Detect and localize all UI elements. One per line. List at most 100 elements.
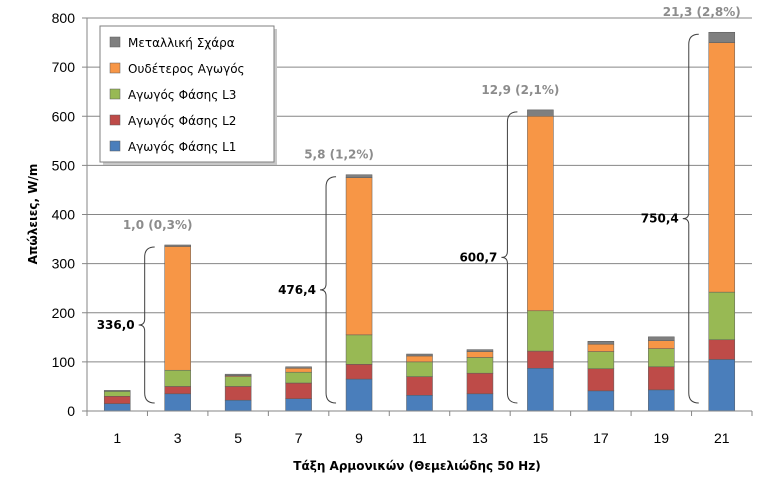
legend-swatch xyxy=(109,88,121,100)
bar-segment xyxy=(648,348,675,368)
bar-segment xyxy=(527,116,554,312)
bar-segment xyxy=(466,357,494,374)
total-loss-label: 336,0 xyxy=(97,318,135,332)
bar-segment xyxy=(466,351,494,358)
legend-swatch xyxy=(109,114,121,126)
x-tick-label: 21 xyxy=(714,430,730,446)
x-tick-label: 5 xyxy=(234,430,242,446)
bar-segment xyxy=(345,174,373,178)
bar-segment xyxy=(406,376,433,396)
bar-segment xyxy=(587,368,615,392)
y-tick-label: 600 xyxy=(52,108,76,124)
bar-segment xyxy=(406,355,433,363)
brace xyxy=(138,246,155,404)
legend-box xyxy=(99,25,275,163)
bar-segment xyxy=(708,291,736,341)
legend-entry-label: Ουδέτερος Αγωγός xyxy=(128,62,245,76)
bar-segment xyxy=(103,403,131,412)
total-loss-label: 750,4 xyxy=(641,212,679,226)
y-tick-label: 200 xyxy=(52,305,76,321)
total-loss-label: 476,4 xyxy=(278,283,316,297)
y-tick-label: 400 xyxy=(52,207,76,223)
bar-segment xyxy=(164,246,191,371)
bar-segment xyxy=(345,378,373,412)
bar-segment xyxy=(224,376,252,387)
x-tick-label: 19 xyxy=(654,430,670,446)
legend-swatch xyxy=(109,140,121,152)
legend-swatch xyxy=(109,62,121,74)
bar-segment xyxy=(527,109,554,117)
bar-segment xyxy=(648,389,675,412)
bar-segment xyxy=(345,364,373,380)
legend-entry-label: Αγωγός Φάσης L2 xyxy=(128,114,236,128)
bar-segment xyxy=(648,340,675,349)
bar-segment xyxy=(708,42,736,293)
loss-share-label: 1,0 (0,3%) xyxy=(123,218,193,232)
bar-segment xyxy=(285,371,312,384)
bar-segment xyxy=(103,396,131,404)
bar-segment xyxy=(648,366,675,391)
y-axis-title: Απώλειες, W/m xyxy=(26,164,40,265)
x-tick-label: 1 xyxy=(113,430,121,446)
bar-segment xyxy=(224,399,252,412)
x-axis-title: Τάξη Αρμονικών (Θεμελιώδης 50 Hz) xyxy=(293,459,540,473)
y-tick-label: 100 xyxy=(52,354,76,370)
x-tick-label: 11 xyxy=(412,430,427,446)
bar-segment xyxy=(285,382,312,399)
bar-segment xyxy=(466,349,494,352)
bar-segment xyxy=(345,334,373,365)
loss-share-label: 5,8 (1,2%) xyxy=(304,148,374,162)
y-tick-label: 300 xyxy=(52,256,76,272)
bar-segment xyxy=(708,359,736,412)
y-tick-label: 800 xyxy=(52,10,76,26)
legend-entry-label: Μεταλλική Σχάρα xyxy=(128,36,235,50)
loss-share-label: 12,9 (2,1%) xyxy=(481,83,559,97)
bar-segment xyxy=(587,390,615,412)
bar-segment xyxy=(466,372,494,395)
bar-segment xyxy=(285,368,312,373)
bar-segment xyxy=(587,343,615,352)
bar-segment xyxy=(164,244,191,247)
y-tick-label: 500 xyxy=(52,157,76,173)
bar-segment xyxy=(103,391,131,397)
bar-segment xyxy=(527,310,554,352)
bar-segment xyxy=(164,386,191,395)
x-tick-label: 15 xyxy=(533,430,549,446)
x-tick-label: 17 xyxy=(593,430,609,446)
x-tick-label: 13 xyxy=(472,430,488,446)
bar-segment xyxy=(345,177,373,336)
x-tick-label: 7 xyxy=(295,430,303,446)
bar-segment xyxy=(224,373,252,376)
legend: Μεταλλική Σχάρα Ουδέτερος Αγωγός Αγωγός Φά… xyxy=(99,25,277,165)
bar-segment xyxy=(285,366,312,369)
total-loss-label: 600,7 xyxy=(459,250,497,264)
bar-segment xyxy=(466,393,494,412)
bar-segment xyxy=(285,398,312,412)
x-tick-label: 9 xyxy=(355,430,363,446)
y-tick-label: 0 xyxy=(67,403,75,419)
bar-segment xyxy=(708,31,736,43)
legend-swatch xyxy=(109,36,121,48)
legend-entry-label: Αγωγός Φάσης L1 xyxy=(128,140,236,154)
loss-share-label: 21,3 (2,8%) xyxy=(663,5,741,19)
bar-segment xyxy=(103,390,131,392)
bar-segment xyxy=(224,386,252,401)
legend-entry-label: Αγωγός Φάσης L3 xyxy=(128,88,236,102)
x-tick-label: 3 xyxy=(174,430,182,446)
bar-segment xyxy=(587,351,615,370)
bar-segment xyxy=(406,395,433,412)
bar-segment xyxy=(648,336,675,342)
bar-segment xyxy=(527,350,554,369)
bar-stacks xyxy=(103,31,736,412)
bar-segment xyxy=(406,361,433,377)
bar-segment xyxy=(587,340,615,345)
y-tick-label: 700 xyxy=(52,59,76,75)
axes xyxy=(82,17,753,416)
bar-segment xyxy=(164,369,191,387)
grid-lines xyxy=(87,17,752,363)
bar-segment xyxy=(406,353,433,357)
bar-segment xyxy=(527,368,554,412)
brace xyxy=(682,33,699,404)
